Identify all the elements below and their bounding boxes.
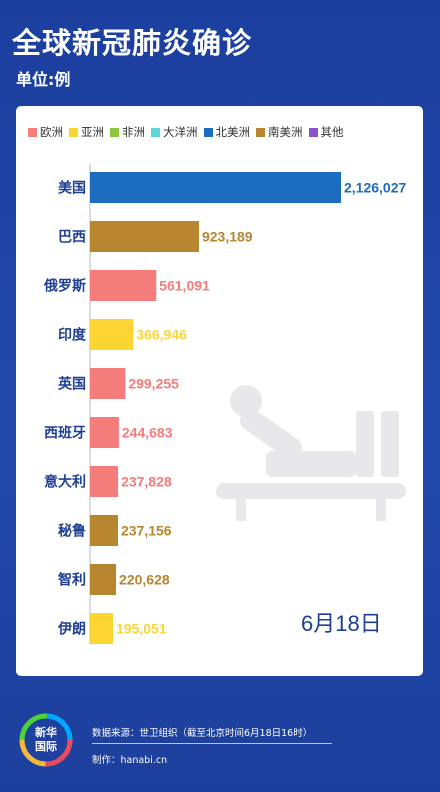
legend-swatch — [256, 127, 265, 137]
value-label: 923,189 — [202, 229, 253, 245]
legend-swatch — [203, 127, 213, 137]
legend-label: 欧洲 — [40, 125, 63, 139]
legend-item-oceania: 大洋洲 — [151, 124, 198, 140]
date-label: 6月18日 — [301, 611, 382, 636]
bar — [90, 319, 134, 350]
value-label: 237,828 — [121, 474, 172, 490]
category-label: 印度 — [58, 327, 87, 344]
data-source: 数据来源：世卫组织（截至北京时间6月18日16时） — [92, 728, 313, 739]
legend-swatch — [28, 127, 37, 137]
value-label: 366,946 — [136, 327, 187, 343]
legend-item-north-america: 北美洲 — [203, 124, 251, 140]
category-label: 美国 — [58, 180, 86, 197]
category-label: 意大利 — [44, 474, 86, 491]
legend-item-other: 其他 — [308, 124, 344, 140]
value-label: 244,683 — [122, 425, 173, 441]
value-label: 561,091 — [159, 278, 210, 294]
value-label: 299,255 — [128, 376, 179, 392]
logo-ring-icon — [19, 713, 73, 767]
legend-label: 南美洲 — [268, 125, 303, 139]
bar — [90, 613, 114, 644]
unit-label: 单位:例 — [16, 70, 71, 89]
bar — [90, 515, 118, 546]
category-label: 俄罗斯 — [43, 278, 86, 295]
category-label: 西班牙 — [44, 425, 86, 442]
bar — [90, 368, 126, 399]
legend-label: 大洋洲 — [163, 125, 198, 139]
legend-item-africa: 非洲 — [110, 124, 145, 140]
legend-swatch — [151, 127, 160, 137]
value-label: 237,156 — [121, 523, 172, 539]
bar — [90, 270, 157, 301]
bar-chart: 美国 2,126,027 巴西 923,189 俄罗斯 561,091 印度 366,946 英… — [43, 164, 406, 644]
value-label: 2,126,027 — [344, 180, 406, 196]
category-label: 伊朗 — [57, 621, 86, 638]
logo-line1: 新华 — [35, 726, 57, 739]
bar — [90, 417, 119, 448]
logo-text: 新华 国际 — [18, 726, 74, 754]
legend: 欧洲 亚洲 非洲 大洋洲 北美洲 南美洲 其他 — [28, 124, 415, 140]
legend-label: 非洲 — [122, 125, 145, 139]
legend-label: 亚洲 — [81, 125, 104, 139]
bar — [90, 221, 199, 252]
page-title: 全球新冠肺炎确诊 — [12, 26, 253, 60]
value-label: 195,051 — [116, 621, 167, 637]
legend-item-europe: 欧洲 — [28, 124, 63, 140]
logo-line2: 国际 — [35, 740, 57, 753]
legend-label: 其他 — [320, 125, 344, 139]
legend-swatch — [308, 127, 318, 137]
hospital-bed-watermark-icon — [216, 385, 406, 521]
value-label: 220,628 — [119, 572, 170, 588]
bar — [90, 172, 341, 203]
category-label: 英国 — [57, 376, 86, 393]
maker-credit: 制作：hanabi.cn — [92, 755, 168, 766]
legend-swatch — [110, 127, 119, 137]
legend-item-asia: 亚洲 — [69, 124, 104, 140]
bar — [90, 564, 117, 595]
xinhua-international-logo: 新华 国际 — [18, 712, 74, 768]
bar — [90, 466, 119, 497]
category-label: 智利 — [57, 572, 86, 589]
legend-item-south-america: 南美洲 — [256, 124, 303, 140]
legend-swatch — [69, 127, 78, 137]
legend-label: 北美洲 — [215, 125, 251, 139]
footer-divider — [92, 743, 332, 744]
chart-card: 欧洲 亚洲 非洲 大洋洲 北美洲 南美洲 其他 — [16, 106, 423, 676]
category-label: 秘鲁 — [58, 523, 86, 540]
category-label: 巴西 — [58, 230, 86, 246]
